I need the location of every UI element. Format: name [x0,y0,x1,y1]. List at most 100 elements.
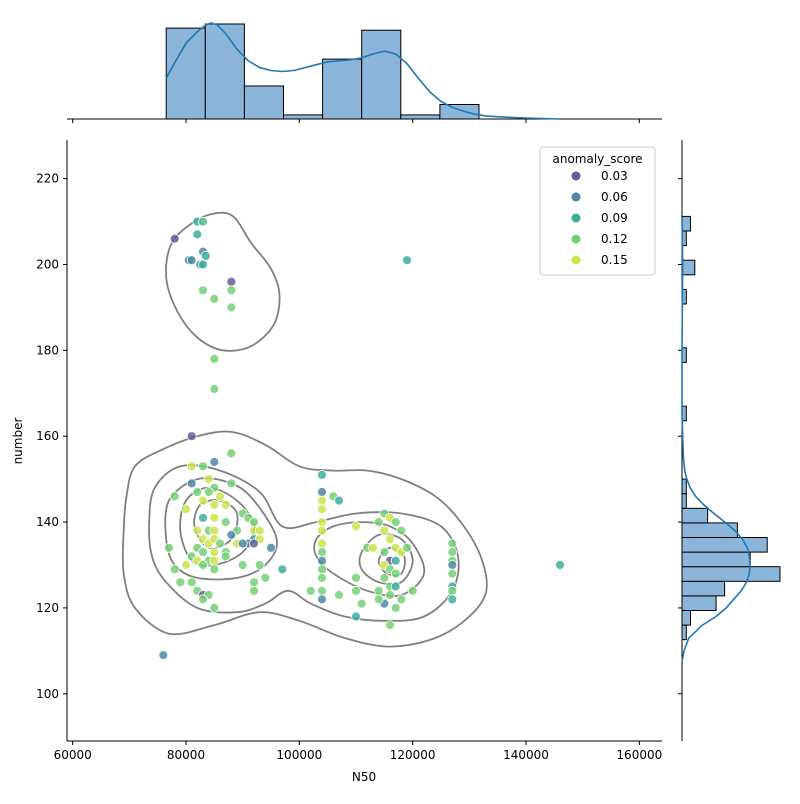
right-marginal-histogram [681,140,781,741]
scatter-point [373,517,384,527]
right-histogram-bar [681,610,691,626]
scatter-point [198,495,208,506]
right-histogram-bar [681,493,687,509]
scatter-point [260,573,271,583]
scatter-point [198,216,208,227]
scatter-point [226,285,237,296]
scatter-point [356,598,367,609]
scatter-point [390,603,401,613]
scatter-point [209,293,220,304]
right-histogram-bar [681,259,696,276]
scatter-point [390,568,401,579]
scatter-point [198,461,208,472]
scatter-point [226,276,237,287]
scatter-point [407,585,418,596]
top-kde-line [165,22,561,120]
scatter-point [158,650,169,660]
scatter-point [209,564,220,575]
contour-line [313,521,426,597]
scatter-point [379,573,390,583]
legend-box [539,146,656,276]
legend-label: 0.09 [601,211,628,225]
scatter-point [317,547,327,557]
scatter-point [192,229,203,240]
scatter-point [317,495,327,506]
scatter-point [447,568,458,579]
legend-marker [571,192,581,202]
scatter-point [192,487,203,497]
y-axis-label: number [11,418,25,465]
right-histogram-bar [681,566,781,582]
right-histogram-bar [681,624,687,641]
scatter-point [226,478,237,489]
right-histogram-bar [681,215,691,232]
scatter-point [390,517,401,527]
scatter-point [447,594,458,605]
scatter-point [209,499,220,510]
scatter-point [249,517,259,527]
scatter-point [368,542,378,553]
right-histogram-bar [681,507,709,524]
legend-label: 0.03 [601,169,628,183]
scatter-point [186,577,197,588]
scatter-point [226,302,237,313]
scatter-point [396,525,407,536]
scatter-point [249,585,259,596]
scatter-point [351,585,361,596]
scatter-point [237,560,248,570]
scatter-point [385,534,395,545]
scatter-point [334,590,344,600]
right-histogram-bar [681,537,768,553]
top-histogram-bar [165,27,206,120]
scatter-point [396,594,407,605]
scatter-point [447,547,458,557]
right-histogram-bar [681,478,687,495]
x-tick-label: 160000 [616,748,662,762]
scatter-point [209,512,220,523]
scatter-point [447,538,458,549]
top-histogram-bar [361,29,402,120]
scatter-point [249,538,259,549]
scatter-point [555,560,565,570]
scatter-point [334,495,344,506]
scatter-point [198,259,208,270]
scatter-point [186,255,197,266]
scatter-point [192,525,203,536]
y-tick-label: 120 [36,601,59,615]
scatter-point [198,547,208,557]
scatter-point [198,512,208,523]
scatter-point [447,585,458,596]
scatter-point [373,594,384,605]
top-histogram-bar [322,58,363,120]
x-tick-label: 60000 [54,748,92,762]
scatter-point [200,250,211,261]
top-marginal-histogram [67,22,662,120]
main-axes: 60000 80000 100000 120000 140000 160000 100 120… [36,119,682,762]
scatter-point [385,620,395,630]
x-axis-label: N50 [352,770,376,784]
scatter-point [186,461,197,472]
x-tick-label: 100000 [276,748,322,762]
legend-label: 0.06 [601,190,628,204]
scatter-point [317,469,327,480]
scatter-point [209,384,220,394]
y-tick-label: 140 [36,515,59,529]
contour-line [121,430,488,648]
scatter-point [209,353,220,364]
contour-line [165,211,281,352]
scatter-point [402,542,412,553]
scatter-point [351,611,361,622]
scatter-point [305,585,316,596]
top-histogram-bar [400,114,441,120]
y-tick-label: 180 [36,343,59,357]
scatter-point [181,504,191,515]
scatter-point [317,573,327,583]
top-histogram-bar [243,85,284,120]
scatter-point [379,547,390,557]
scatter-points [158,216,565,660]
legend-marker [571,234,581,244]
scatter-point [198,560,208,570]
x-tick-label: 80000 [167,748,205,762]
scatter-point [390,581,401,592]
